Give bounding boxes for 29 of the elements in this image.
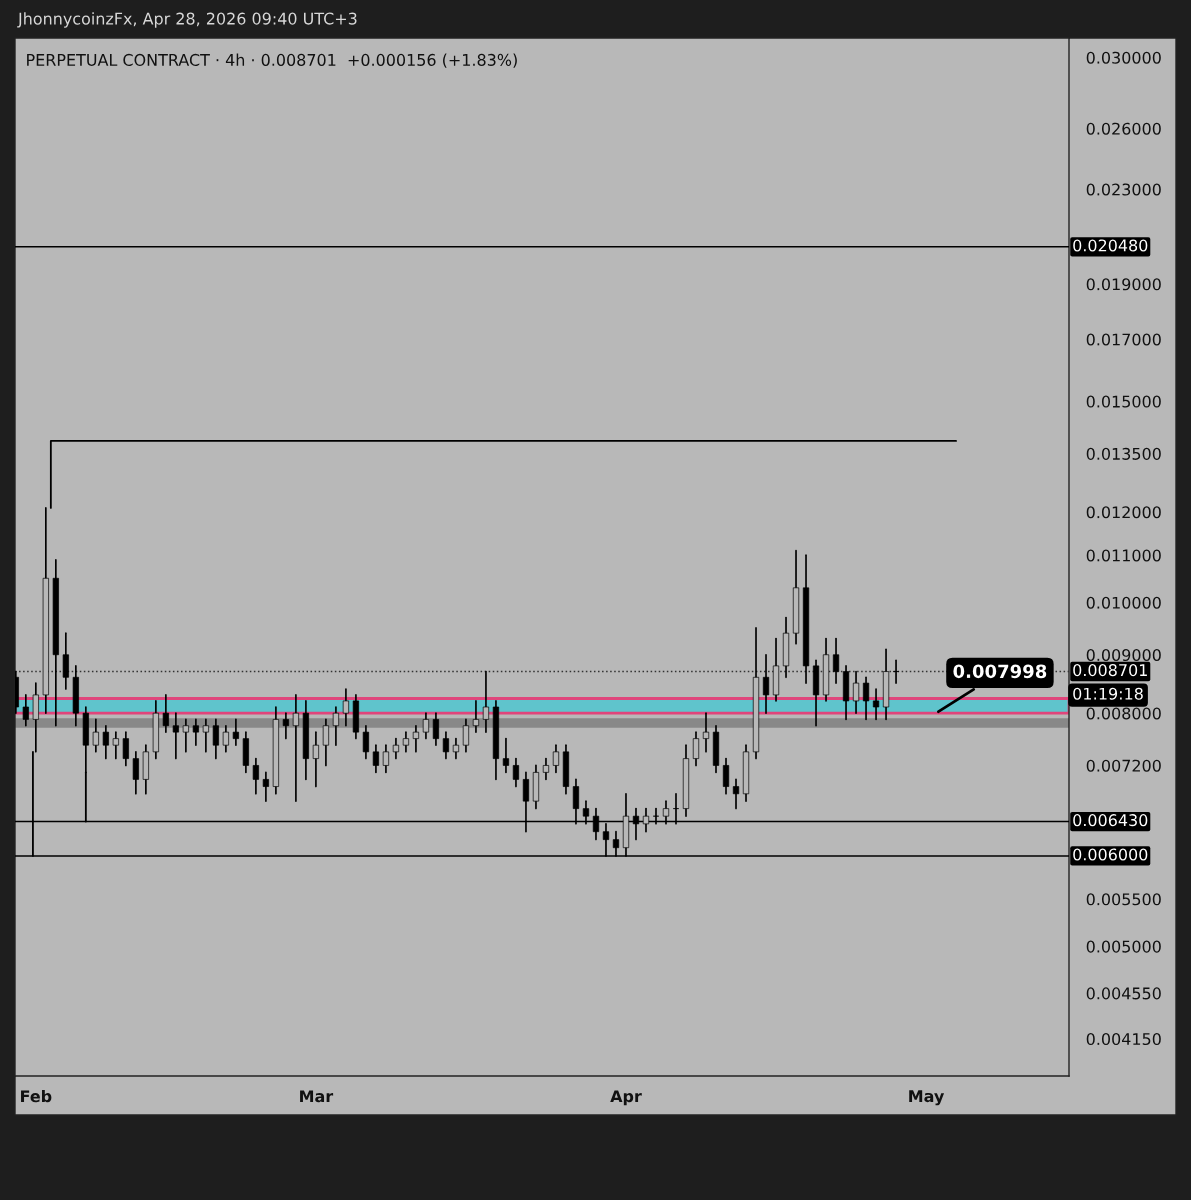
ref-line-label: 0.006000 [1073, 848, 1148, 861]
y-tick-label: 0.005000 [1086, 940, 1161, 953]
x-tick-label: May [909, 1090, 945, 1106]
x-tick-label: Feb [21, 1089, 52, 1103]
y-tick-label: 0.011000 [1086, 549, 1161, 562]
y-tick-label: 0.026000 [1086, 122, 1161, 135]
text: JhonnycoinzFx, Apr 28, 2026 09:40 UTC+3 [17, 12, 357, 28]
annotation: 0.007998 [953, 664, 1047, 679]
y-tick-label: 0.017000 [1086, 333, 1161, 346]
y-tick-label: 0.012000 [1086, 506, 1161, 519]
ref-line-label: 0.020480 [1073, 239, 1148, 252]
y-tick-label: 0.005500 [1086, 893, 1161, 906]
text: 01:19:18 [1073, 687, 1143, 700]
ref-line-label: 0.006430 [1073, 814, 1148, 827]
x-tick-label: Mar [300, 1090, 334, 1103]
y-tick-label: 0.008000 [1086, 707, 1161, 720]
y-tick-label: 0.019000 [1086, 278, 1161, 291]
y-tick-label: 0.023000 [1086, 183, 1161, 196]
text: PERPETUAL CONTRACT · 4h · 0.008701 +0.000156 (+1.83%) [27, 53, 517, 68]
ref-line-label: 0.008701 [1073, 664, 1147, 677]
y-tick-label: 0.009000 [1086, 648, 1161, 662]
y-tick-label: 0.004150 [1086, 1032, 1161, 1046]
y-tick-label: 0.004550 [1086, 987, 1161, 1000]
y-tick-label: 0.010000 [1086, 596, 1161, 609]
y-tick-label: 0.013500 [1086, 447, 1161, 460]
y-tick-label: 0.030000 [1086, 51, 1161, 64]
x-tick-label: Apr [610, 1090, 642, 1106]
y-tick-label: 0.015000 [1086, 395, 1161, 408]
y-tick-label: 0.007200 [1086, 759, 1161, 772]
